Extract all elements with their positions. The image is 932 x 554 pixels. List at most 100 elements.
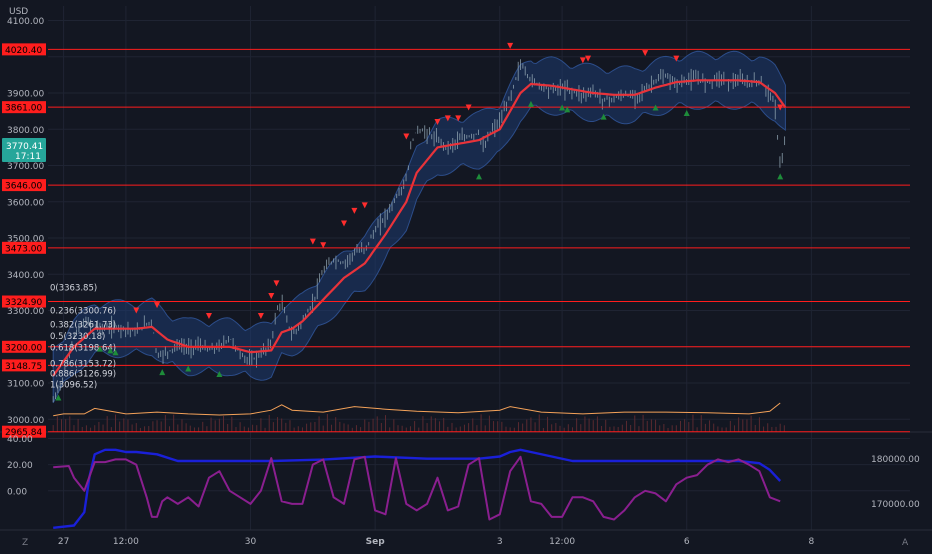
buy-signal-marker	[527, 100, 534, 107]
fib-label: 0.5(3230.18)	[50, 332, 105, 342]
current-price-countdown: 17:11	[15, 152, 41, 162]
volume-line	[53, 402, 781, 417]
buy-signal-marker	[107, 347, 114, 354]
time-tick-label: 30	[245, 537, 257, 547]
sell-signal-marker	[455, 115, 462, 122]
fib-label: 0.886(3126.99)	[50, 369, 116, 379]
price-tick-label: 3500.00	[7, 235, 44, 245]
buy-signal-marker	[96, 345, 103, 352]
level-label-bg	[2, 359, 46, 372]
level-label: 2965.84	[5, 428, 42, 438]
sell-signal-marker	[361, 202, 368, 209]
sell-signal-marker	[642, 50, 649, 57]
time-tick-label: 12:00	[549, 537, 575, 547]
buy-signal-marker	[55, 394, 62, 401]
time-tick-label: Sep	[366, 537, 386, 547]
price-tick-label: 3000.00	[7, 416, 44, 426]
sell-signal-marker	[320, 242, 327, 249]
timezone-button[interactable]: Z	[22, 538, 28, 548]
fib-label: 0(3363.85)	[50, 283, 97, 293]
buy-signal-marker	[683, 109, 690, 116]
level-label: 4020.40	[5, 46, 42, 56]
currency-label: USD	[9, 7, 28, 17]
trade-signals	[55, 42, 784, 401]
level-label-bg	[2, 340, 46, 353]
buy-signal-marker	[185, 365, 192, 372]
fib-label: 0.618(3198.64)	[50, 343, 116, 353]
time-axis[interactable]: 27 12:00 30 Sep 3 12:00 6 8	[58, 537, 815, 547]
price-axis[interactable]: 3000.00 3100.00 3300.00 3400.00 3500.00 3600.…	[7, 17, 920, 510]
sell-signal-marker	[777, 104, 784, 111]
price-tick-label: 3900.00	[7, 90, 44, 100]
sell-signal-marker	[579, 57, 586, 64]
volume-area	[52, 402, 785, 432]
osc-right-tick-label: 170000.00	[871, 500, 920, 510]
level-label: 3646.00	[5, 182, 42, 192]
horizontal-levels[interactable]: 4020.40 3861.00 3646.00 3473.00 3324.90 3200.…	[2, 43, 910, 438]
sell-signal-marker	[133, 307, 140, 314]
time-tick-label: 12:00	[113, 537, 139, 547]
current-price-label[interactable]: 3770.41 17:11	[2, 138, 46, 162]
fib-label: 0.236(3300.76)	[50, 306, 116, 316]
level-label-bg	[2, 425, 46, 438]
level-label: 3148.75	[5, 362, 42, 372]
fibonacci-levels: 0(3363.85) 0.236(3300.76) 0.382(3261.73) 0.…	[50, 283, 116, 390]
sell-signal-marker	[309, 238, 316, 245]
sell-signal-marker	[273, 280, 280, 287]
sell-signal-marker	[351, 207, 358, 214]
level-label-bg	[2, 295, 46, 308]
sell-signal-marker	[403, 133, 410, 140]
buy-signal-marker	[112, 349, 119, 356]
fib-label: 0.786(3153.72)	[50, 360, 116, 370]
sell-signal-marker	[465, 104, 472, 111]
price-tick-label: 3100.00	[7, 380, 44, 390]
sell-signal-marker	[205, 312, 212, 319]
sell-signal-marker	[507, 42, 514, 49]
price-tick-label: 3700.00	[7, 162, 44, 172]
time-tick-label: 27	[58, 537, 69, 547]
level-label: 3324.90	[5, 298, 42, 308]
oscillator-pane	[53, 448, 782, 529]
fib-label: 1(3096.52)	[50, 380, 97, 390]
time-tick-label: 6	[684, 537, 690, 547]
level-label: 3861.00	[5, 104, 42, 114]
price-tick-label: 3600.00	[7, 198, 44, 208]
buy-signal-marker	[600, 113, 607, 120]
level-label-bg	[2, 241, 46, 254]
price-tick-label: 3300.00	[7, 307, 44, 317]
level-label: 3473.00	[5, 244, 42, 254]
auto-scale-button[interactable]: A	[902, 538, 909, 548]
level-label-bg	[2, 101, 46, 114]
osc-tick-label: 20.00	[7, 461, 33, 471]
time-tick-label: 3	[497, 537, 503, 547]
fib-label: 0.382(3261.73)	[50, 320, 116, 330]
buy-signal-marker	[216, 370, 223, 377]
sell-signal-marker	[268, 293, 275, 300]
buy-signal-marker	[777, 173, 784, 180]
price-tick-label: 3800.00	[7, 126, 44, 136]
buy-signal-marker	[559, 104, 566, 111]
level-label-bg	[2, 43, 46, 56]
buy-signal-marker	[476, 173, 482, 180]
current-price-bg	[2, 138, 46, 162]
sell-signal-marker	[434, 119, 441, 126]
osc-tick-label: 40.00	[7, 435, 33, 445]
moving-average-line	[52, 79, 787, 377]
time-tick-label: 8	[808, 537, 814, 547]
sell-signal-marker	[257, 312, 264, 319]
sell-signal-marker	[673, 55, 680, 62]
price-tick-label: 3400.00	[7, 271, 44, 281]
sell-signal-marker	[585, 55, 592, 62]
price-tick-label: 4100.00	[7, 17, 44, 27]
sell-signal-marker	[154, 302, 161, 309]
current-price-value: 3770.41	[6, 142, 43, 152]
osc-right-tick-label: 180000.00	[871, 455, 920, 465]
level-label-bg	[2, 179, 46, 192]
sell-signal-marker	[444, 115, 451, 122]
moving-average	[52, 79, 787, 377]
oscillator-blue-line	[53, 448, 782, 529]
buy-signal-marker	[159, 369, 166, 376]
